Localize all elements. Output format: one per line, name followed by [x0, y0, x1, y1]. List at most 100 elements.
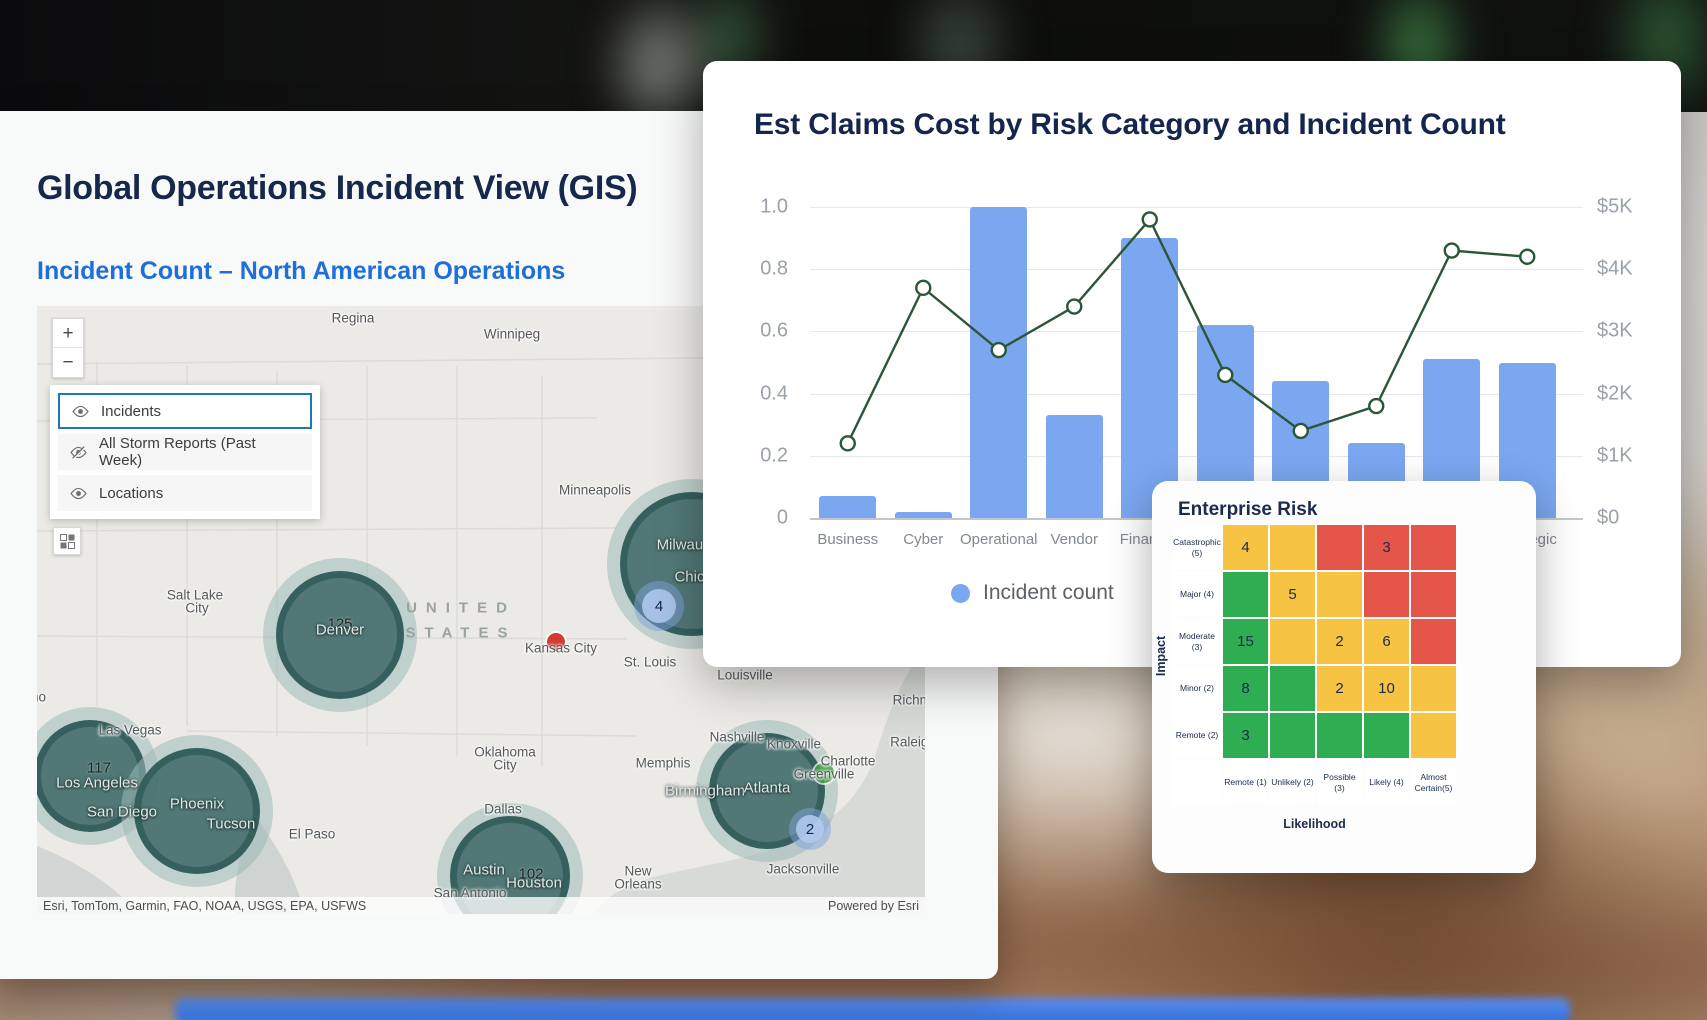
left-axis-tick: 0.8 — [760, 257, 788, 280]
eye-slash-icon[interactable] — [70, 444, 87, 461]
map-city-label: Richmond — [892, 692, 925, 708]
x-axis-label: Operational — [959, 531, 1038, 548]
map-city-label: Jacksonville — [766, 861, 840, 877]
map-city-label: Atlanta — [743, 779, 791, 797]
risk-title: Enterprise Risk — [1178, 499, 1318, 520]
risk-cell — [1317, 713, 1362, 758]
map-city-label: Nashville — [709, 729, 765, 745]
bar-operational — [970, 207, 1028, 518]
right-axis-tick: $4K — [1597, 257, 1633, 280]
map-city-label: Dallas — [484, 801, 522, 817]
legend-item-incident-count[interactable]: Incident count — [951, 581, 1114, 605]
map-city-label: El Paso — [288, 826, 336, 842]
bar-financial — [1121, 238, 1179, 518]
cluster-marker[interactable]: 4 — [634, 581, 684, 631]
right-axis-tick: $3K — [1597, 319, 1633, 342]
eye-icon[interactable] — [72, 403, 89, 420]
risk-cell: 10 — [1364, 666, 1409, 711]
grid-icon — [59, 533, 75, 549]
incident-bubble-phoenix[interactable] — [134, 748, 260, 874]
gridline — [810, 269, 1583, 271]
gridline — [810, 207, 1583, 208]
cluster-count: 4 — [642, 589, 676, 623]
incident-bubble-denver[interactable] — [276, 571, 404, 699]
powered-by-esri-link[interactable]: Powered by Esri — [827, 898, 919, 913]
map-zoom-out-button[interactable]: − — [53, 348, 83, 377]
map-city-label: Greenville — [793, 766, 855, 782]
bar-vendor — [1045, 415, 1103, 518]
legend-swatch — [951, 583, 970, 603]
risk-cell — [1411, 713, 1456, 758]
map-city-label: Salt Lake — [166, 587, 224, 603]
map-city-label: Los Angeles — [56, 774, 138, 792]
map-attribution: Esri, TomTom, Garmin, FAO, NOAA, USGS, E… — [43, 898, 367, 913]
map-city-label: Orleans — [614, 876, 662, 892]
layer-list-panel: Incidents All Storm Reports (Past Week) … — [50, 385, 320, 519]
risk-cell — [1411, 525, 1456, 570]
risk-cell: 8 — [1223, 666, 1268, 711]
left-axis-tick: 1.0 — [760, 195, 788, 218]
map-zoom-in-button[interactable]: + — [53, 319, 83, 348]
bar-cyber — [894, 511, 952, 518]
risk-row-label: Moderate (3) — [1173, 619, 1221, 664]
risk-cell: 2 — [1317, 666, 1362, 711]
risk-row-label: Catastrophic (5) — [1173, 525, 1221, 570]
layer-label: Locations — [99, 484, 164, 502]
risk-col-label: Almost Certain(5) — [1411, 760, 1456, 805]
layer-item-incidents[interactable]: Incidents — [58, 393, 312, 429]
map-city-label: Raleigh — [890, 734, 925, 750]
gridline — [810, 455, 1583, 457]
risk-col-label: Remote (1) — [1223, 760, 1268, 805]
map-city-label: Regina — [331, 310, 375, 326]
layer-item-all-storm-reports-past-week[interactable]: All Storm Reports (Past Week) — [58, 434, 312, 470]
map-city-label: Fresno — [37, 689, 47, 705]
incident-point-marker[interactable] — [547, 633, 565, 651]
left-axis-tick: 0.4 — [760, 382, 788, 405]
risk-row-label: Minor (2) — [1173, 666, 1221, 711]
risk-col-label: Possible (3) — [1317, 760, 1362, 805]
map-city-label: Birmingham — [664, 782, 746, 800]
risk-cell — [1411, 666, 1456, 711]
layer-label: Incidents — [101, 402, 162, 420]
risk-cell: 5 — [1270, 572, 1315, 617]
map-city-label: Knoxville — [766, 736, 822, 752]
layer-item-locations[interactable]: Locations — [58, 475, 312, 511]
map-city-label: Austin — [463, 861, 505, 879]
map-city-label: 102 — [518, 865, 544, 883]
right-axis-tick: $1K — [1597, 444, 1633, 467]
eye-icon[interactable] — [70, 485, 87, 502]
storm-report-dot[interactable] — [814, 763, 834, 783]
map-city-label: 117 — [87, 759, 111, 777]
cluster-marker[interactable]: 2 — [789, 808, 831, 850]
incident-bubble-los-angeles[interactable] — [37, 720, 146, 832]
map-city-label: Winnipeg — [483, 326, 541, 342]
map-zoom-control: + − — [52, 318, 84, 378]
risk-row-label: Remote (2) — [1173, 713, 1221, 758]
chart-legend: Incident count — [951, 581, 1114, 605]
risk-cell — [1364, 572, 1409, 617]
risk-cell: 3 — [1223, 713, 1268, 758]
basemap-toggle-button[interactable] — [53, 527, 81, 555]
map-city-label: Houston — [506, 874, 562, 892]
right-axis-tick: $5K — [1597, 195, 1633, 218]
right-axis-tick: $2K — [1597, 382, 1633, 405]
risk-cell — [1411, 572, 1456, 617]
country-watermark: UNITED — [406, 599, 516, 617]
map-city-label: Charlotte — [820, 753, 876, 769]
map-city-label: San Diego — [86, 803, 158, 821]
risk-cell — [1223, 572, 1268, 617]
layer-label: All Storm Reports (Past Week) — [99, 435, 256, 469]
map-city-label: City — [185, 600, 209, 616]
left-axis-tick: 0 — [776, 506, 788, 529]
enterprise-risk-card: Enterprise Risk Impact Catastrophic (5) 4… — [1152, 481, 1536, 873]
laptop-edge — [175, 998, 1570, 1020]
map-city-label: Louisville — [717, 667, 773, 683]
risk-cell: 3 — [1364, 525, 1409, 570]
map-city-label: Las Vegas — [98, 722, 162, 738]
risk-cell — [1317, 572, 1362, 617]
risk-cell — [1270, 666, 1315, 711]
map-city-label: Minneapolis — [558, 482, 632, 498]
left-axis-tick: 0.6 — [760, 319, 788, 342]
map-city-label: 125 — [327, 615, 353, 633]
map-city-label: Tucson — [206, 815, 256, 833]
